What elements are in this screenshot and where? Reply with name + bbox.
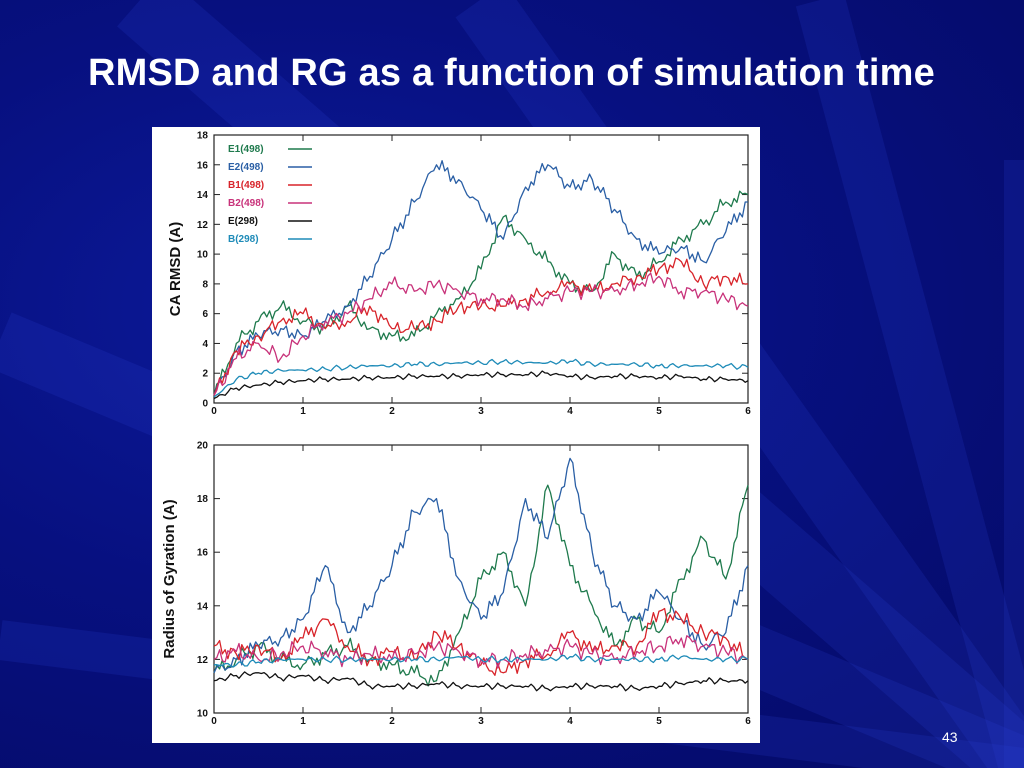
y-axis-label: Radius of Gyration (A): [161, 499, 178, 658]
series-line-b1498: [213, 607, 749, 676]
series-line-b298: [213, 653, 749, 668]
page-number: 43: [942, 729, 958, 745]
series-line-e1498: [213, 484, 749, 687]
series-line-e2498: [213, 457, 749, 674]
y-tick-label: 12: [197, 220, 209, 231]
y-tick-label: 2: [202, 369, 208, 380]
legend-label: E2(498): [228, 162, 264, 173]
y-tick-label: 10: [197, 250, 209, 261]
y-tick-label: 0: [202, 399, 208, 410]
y-tick-label: 14: [197, 601, 209, 612]
x-tick-label: 4: [567, 406, 573, 417]
legend-label: B1(498): [228, 180, 264, 191]
x-tick-label: 0: [211, 716, 217, 727]
x-tick-label: 5: [656, 406, 662, 417]
x-tick-label: 5: [656, 716, 662, 727]
y-tick-label: 10: [197, 709, 209, 720]
y-axis-label: CA RMSD (A): [167, 222, 184, 316]
y-tick-label: 6: [202, 309, 208, 320]
x-tick-label: 6: [745, 406, 751, 417]
y-tick-label: 16: [197, 548, 209, 559]
y-tick-label: 18: [197, 494, 209, 505]
x-tick-label: 3: [478, 716, 484, 727]
y-tick-label: 8: [202, 279, 208, 290]
x-tick-label: 2: [389, 406, 395, 417]
y-tick-label: 20: [197, 441, 209, 452]
x-tick-label: 2: [389, 716, 395, 727]
y-tick-label: 18: [197, 131, 209, 142]
slide-title: RMSD and RG as a function of simulation …: [88, 52, 935, 94]
x-tick-label: 0: [211, 406, 217, 417]
series-line-e298: [213, 671, 749, 692]
series-line-b2498: [213, 272, 749, 396]
series-line-e298: [213, 370, 749, 400]
series-line-e1498: [213, 190, 749, 396]
x-tick-label: 1: [300, 716, 306, 727]
series-line-b1498: [213, 257, 749, 396]
legend-label: E1(498): [228, 144, 264, 155]
x-tick-label: 1: [300, 406, 306, 417]
y-tick-label: 14: [197, 190, 209, 201]
y-tick-label: 4: [202, 339, 208, 350]
y-tick-label: 16: [197, 160, 209, 171]
x-tick-label: 3: [478, 406, 484, 417]
legend-label: B2(498): [228, 198, 264, 209]
x-tick-label: 4: [567, 716, 573, 727]
legend-label: B(298): [228, 234, 259, 245]
legend-label: E(298): [228, 216, 258, 227]
x-tick-label: 6: [745, 716, 751, 727]
figure-panel: 0 1 2 3 4 5 6 0 2 4 6 8 10 12 14 16 18 CA RMSD (A) E1(498)…: [152, 127, 760, 743]
series-line-b298: [213, 358, 749, 398]
y-tick-label: 12: [197, 655, 209, 666]
